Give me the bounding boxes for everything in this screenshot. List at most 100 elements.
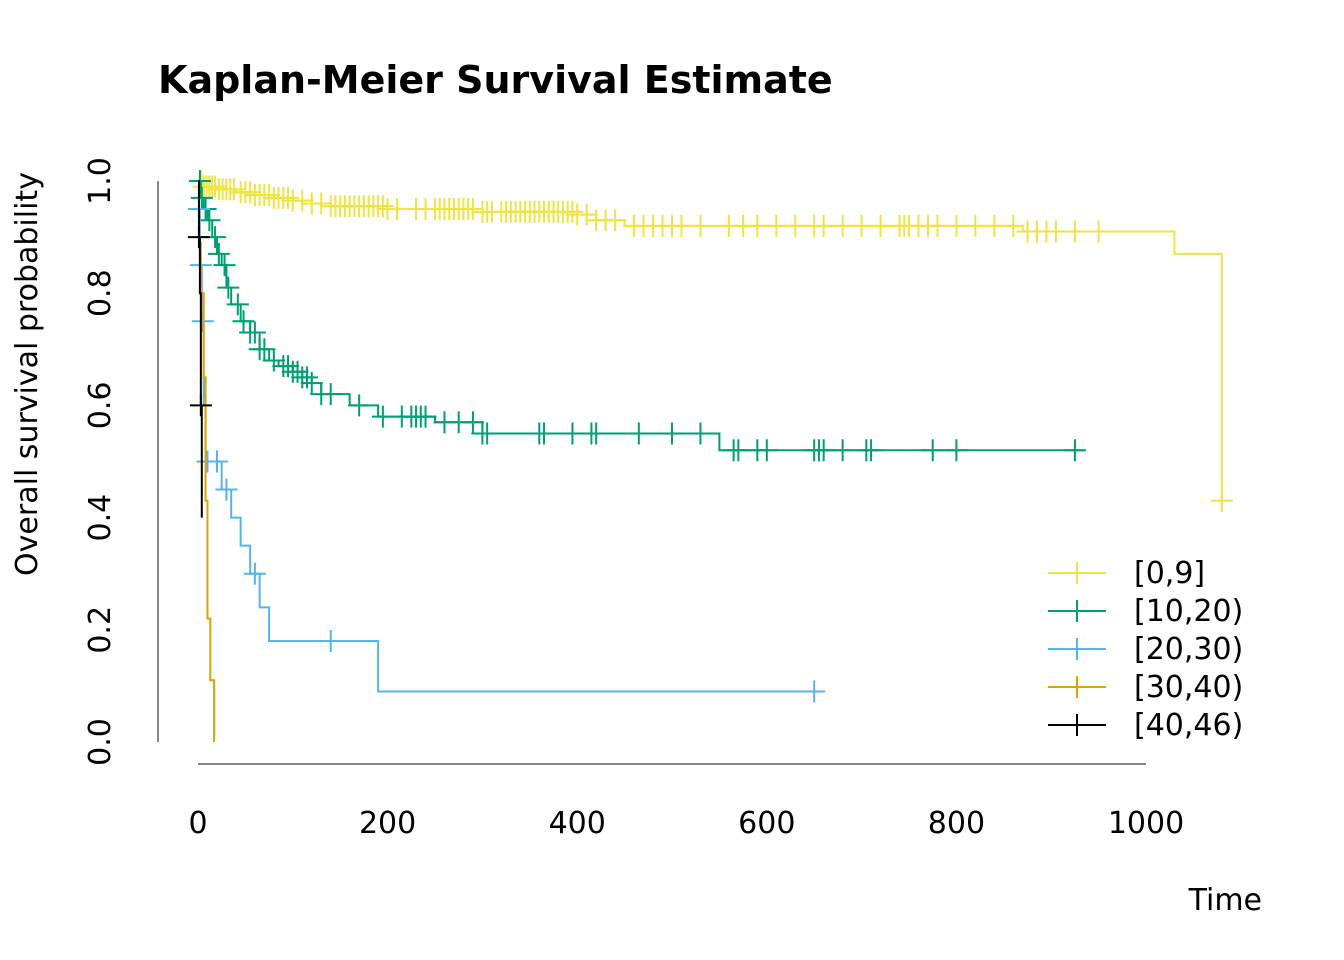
censor-mark <box>755 439 778 462</box>
censor-mark <box>189 394 212 417</box>
y-tick-label: 0.0 <box>83 718 118 766</box>
censor-mark <box>319 630 342 653</box>
censor-mark <box>812 439 835 462</box>
censor-mark <box>869 214 892 237</box>
censor-mark <box>945 439 968 462</box>
censor-mark <box>232 310 255 333</box>
x-tick-label: 400 <box>549 806 606 841</box>
y-tick-label: 1.0 <box>83 157 118 205</box>
legend-item: [30,40) <box>1048 670 1243 705</box>
chart-title: Kaplan-Meier Survival Estimate <box>158 58 833 102</box>
censor-mark <box>258 184 281 207</box>
x-tick-label: 1000 <box>1108 806 1184 841</box>
censor-mark <box>831 439 854 462</box>
censor-mark <box>277 355 300 378</box>
legend-label: [10,20) <box>1134 594 1243 629</box>
censor-mark <box>926 214 949 237</box>
legend-item: [40,46) <box>1048 708 1243 743</box>
censor-mark <box>300 371 323 394</box>
censor-mark <box>964 214 987 237</box>
censor-mark <box>561 422 584 445</box>
censor-mark <box>945 214 968 237</box>
y-tick-label: 0.6 <box>83 382 118 430</box>
censor-mark <box>533 422 556 445</box>
censor-mark <box>414 405 437 428</box>
censor-mark <box>253 338 276 361</box>
legend: [0,9][10,20)[20,30)[30,40)[40,46) <box>1048 556 1243 743</box>
censor-mark <box>226 293 249 316</box>
censor-mark <box>803 680 826 703</box>
censor-mark <box>296 366 319 389</box>
censor-mark <box>243 562 266 585</box>
censor-mark <box>207 242 230 265</box>
legend-label: [20,30) <box>1134 632 1243 667</box>
x-axis-label: Time <box>1188 883 1262 918</box>
x-tick-label: 0 <box>188 806 207 841</box>
series-1 <box>188 170 1086 462</box>
censor-mark <box>670 214 693 237</box>
x-tick-label: 800 <box>928 806 985 841</box>
x-tick-label: 200 <box>359 806 416 841</box>
censor-mark <box>1002 214 1025 237</box>
series-0 <box>189 170 1233 512</box>
censor-mark <box>319 383 342 406</box>
censor-mark <box>461 198 484 221</box>
censor-mark <box>371 405 394 428</box>
censor-mark <box>585 422 608 445</box>
censor-mark <box>627 422 650 445</box>
censor-mark <box>205 450 228 473</box>
censor-mark <box>476 422 499 445</box>
censor-mark <box>784 214 807 237</box>
censor-mark <box>1044 220 1067 243</box>
legend-label: [30,40) <box>1134 670 1243 705</box>
censor-mark <box>291 189 314 212</box>
censor-mark <box>850 214 873 237</box>
y-tick-label: 0.8 <box>83 269 118 317</box>
x-tick-label: 600 <box>738 806 795 841</box>
censor-mark <box>243 321 266 344</box>
censor-mark <box>213 254 236 277</box>
legend-item: [0,9] <box>1048 556 1205 591</box>
censor-mark <box>217 276 240 299</box>
censor-mark <box>561 200 584 223</box>
censor-mark <box>604 209 627 232</box>
censor-mark <box>1087 220 1110 243</box>
censor-mark <box>689 214 712 237</box>
censor-mark <box>286 360 309 383</box>
censor-mark <box>187 226 210 249</box>
censor-mark <box>461 411 484 434</box>
censor-mark <box>765 214 788 237</box>
censor-mark <box>190 186 213 209</box>
censor-mark <box>689 422 712 445</box>
censor-mark <box>1063 439 1086 462</box>
legend-item: [10,20) <box>1048 594 1243 629</box>
x-axis: 0 200 400 600 800 1000 <box>188 763 1184 841</box>
survival-line <box>198 180 1085 452</box>
censor-mark <box>386 198 409 221</box>
censor-mark <box>983 214 1006 237</box>
legend-label: [0,9] <box>1134 556 1205 591</box>
y-axis: 0.0 0.2 0.4 0.6 0.8 1.0 <box>83 157 159 766</box>
censor-mark <box>348 394 371 417</box>
y-axis-label: Overall survival probability <box>10 172 45 576</box>
censor-mark <box>310 192 333 215</box>
censor-mark <box>1210 489 1233 512</box>
censor-mark <box>727 439 750 462</box>
legend-item: [20,30) <box>1048 632 1243 667</box>
censor-mark <box>661 422 683 445</box>
y-tick-label: 0.4 <box>83 494 118 542</box>
censor-mark <box>371 195 394 218</box>
survival-curves <box>187 170 1233 742</box>
censor-mark <box>215 478 238 501</box>
y-tick-label: 0.2 <box>83 606 118 654</box>
censor-mark <box>812 214 835 237</box>
censor-mark <box>1063 220 1086 243</box>
legend-label: [40,46) <box>1134 708 1243 743</box>
censor-mark <box>860 439 883 462</box>
censor-mark <box>239 181 262 204</box>
censor-mark <box>198 209 221 232</box>
censor-mark <box>575 203 598 226</box>
censor-mark <box>921 439 944 462</box>
censor-mark <box>262 349 285 372</box>
